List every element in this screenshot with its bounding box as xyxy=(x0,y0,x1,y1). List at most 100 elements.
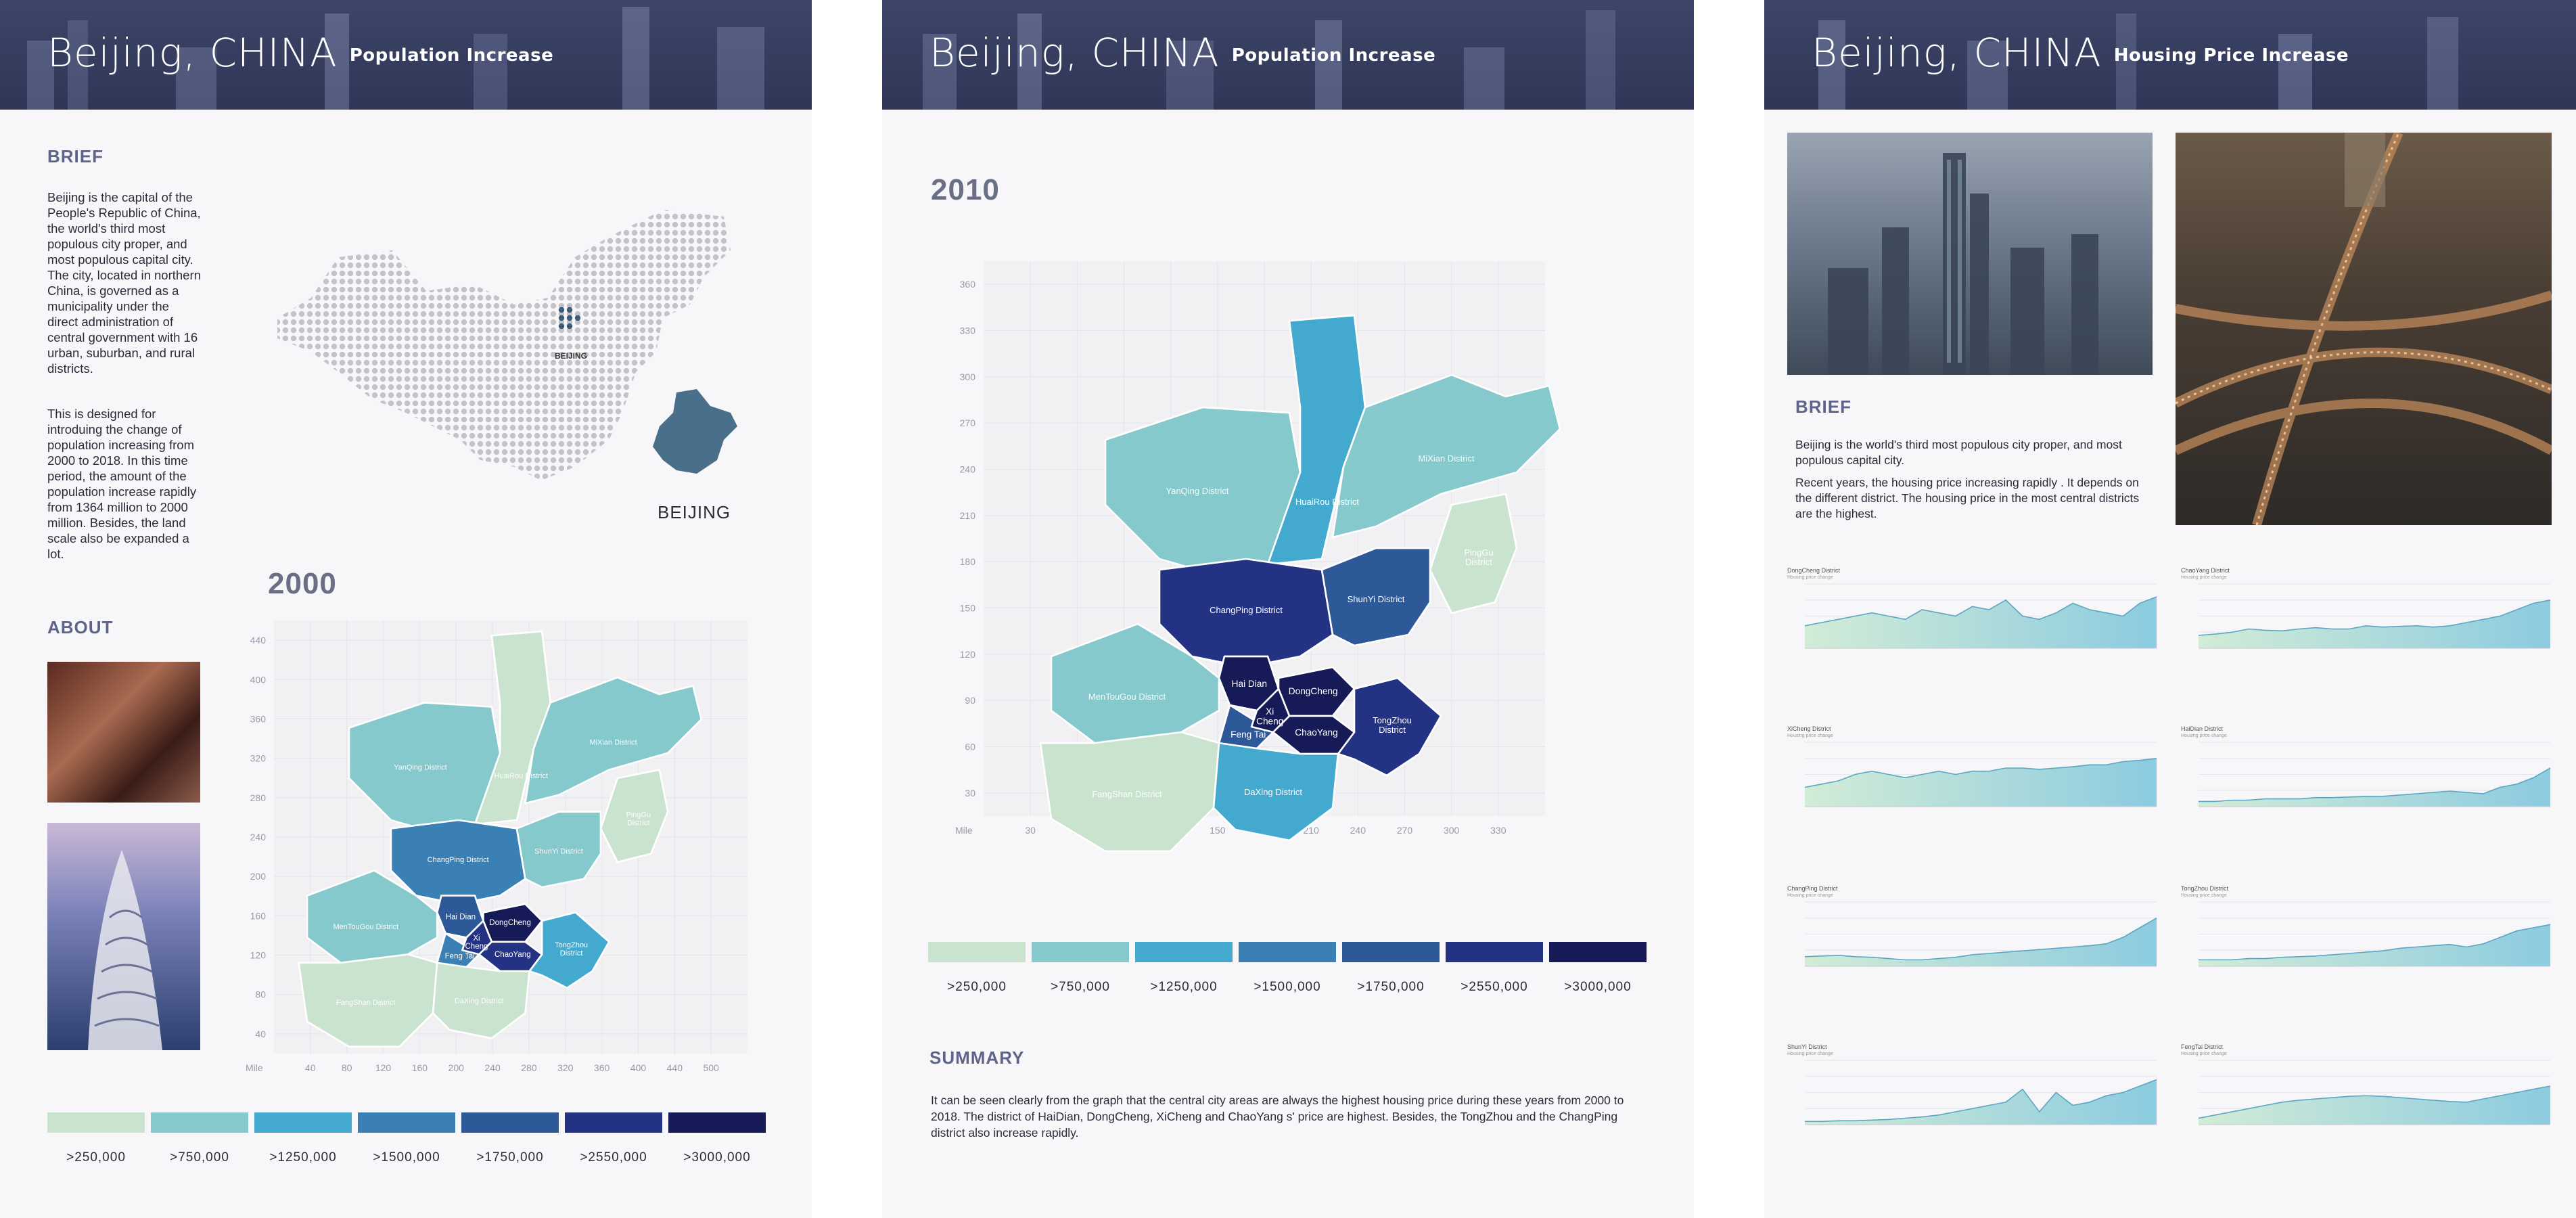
area-fill xyxy=(2199,768,2550,807)
year-label: 2010 xyxy=(931,173,1000,206)
district-changping xyxy=(1158,558,1334,669)
legend-label: >3000,000 xyxy=(683,1150,751,1165)
x-tick-label: 200 xyxy=(448,1062,465,1073)
area-line xyxy=(1804,758,2157,788)
x-tick-label: 330 xyxy=(1490,825,1506,836)
area-line xyxy=(2198,1085,2551,1119)
y-tick-label: 300 xyxy=(960,371,976,382)
price-chart: XiCheng District Housing price change xyxy=(1787,725,2158,824)
district-mixian xyxy=(524,676,703,805)
district-xicheng xyxy=(1250,687,1291,734)
title-text: Beijing, CHINA xyxy=(1812,30,2102,76)
subtitle-text: Population Increase xyxy=(1231,45,1436,66)
district-changping xyxy=(390,819,526,905)
beijing-silhouette xyxy=(653,389,737,474)
district-label-pinggu: PingGu District xyxy=(1464,547,1493,567)
area-line xyxy=(2198,600,2551,636)
price-chart: FengTai District Housing price change xyxy=(2181,1043,2552,1142)
summary-text: It can be seen clearly from the graph th… xyxy=(931,1093,1624,1140)
district-shunyi xyxy=(515,811,602,888)
districts xyxy=(298,630,703,1048)
brief-paragraph-1: Beijing is the world's third most populo… xyxy=(1795,438,2122,467)
legend-swatch xyxy=(1342,942,1440,962)
district-label-xicheng: Xi Cheng xyxy=(1256,706,1283,726)
y-tick-label: 360 xyxy=(250,713,267,724)
brief-heading: BRIEF xyxy=(1795,397,1852,417)
chart-title: ChangPing District xyxy=(1787,885,1838,892)
y-tick-label: 30 xyxy=(965,788,975,798)
legend-swatch xyxy=(1032,942,1129,962)
area-chart xyxy=(2198,1060,2551,1125)
district-map-2000: 40 80 120 160 200 240 280 320 360 400 440 500 440 400… xyxy=(246,621,748,1073)
x-unit-label: Mile xyxy=(246,1062,263,1073)
chart-title: FengTai District xyxy=(2181,1043,2224,1050)
legend-label: >1250,000 xyxy=(269,1150,337,1165)
x-tick-label: 270 xyxy=(1397,825,1413,836)
district-label-mixian: MiXian District xyxy=(1418,453,1474,464)
y-tick-label: 360 xyxy=(960,279,976,290)
y-tick-label: 240 xyxy=(250,832,267,842)
traffic-drawing xyxy=(2176,133,2552,525)
district-label-daxing: DaXing District xyxy=(1244,787,1302,797)
area-fill xyxy=(2199,924,2550,966)
y-tick-label: 40 xyxy=(255,1029,266,1039)
header-banner: Beijing, CHINA Population Increase xyxy=(882,0,1694,110)
district-label-huairou: HuaiRou District xyxy=(1295,497,1359,507)
x-tick-label: 440 xyxy=(667,1062,683,1073)
district-label-chaoyang: ChaoYang xyxy=(495,951,531,959)
legend-swatch xyxy=(47,1112,145,1133)
area-fill xyxy=(2199,1086,2550,1125)
area-line xyxy=(2199,767,2551,803)
district-label-pinggu: PingGu District xyxy=(626,811,651,828)
district-huairou xyxy=(474,630,551,826)
chart-title: ChaoYang District xyxy=(2181,567,2230,574)
chart-title: DongCheng District xyxy=(1787,567,1841,574)
y-tick-label: 90 xyxy=(965,695,975,706)
china-dot-map: BEIJING xyxy=(277,210,731,480)
y-tick-label: 200 xyxy=(250,871,267,882)
price-chart: TongZhou District Housing price change xyxy=(2181,885,2552,983)
legend-swatch xyxy=(565,1112,662,1133)
x-tick-label: 500 xyxy=(703,1062,719,1073)
y-tick-label: 280 xyxy=(250,792,267,803)
legend-label: >750,000 xyxy=(170,1150,229,1165)
district-label-tongzhou: TongZhou District xyxy=(555,941,588,957)
area-chart xyxy=(2199,742,2551,807)
beijing-dots xyxy=(558,307,581,330)
district-label-chaoyang: ChaoYang xyxy=(1295,727,1337,738)
area-line xyxy=(1804,918,2157,961)
price-chart: ChaoYang District Housing price change xyxy=(2181,567,2552,665)
district-label-fengtai: Feng Tai xyxy=(445,953,475,961)
district-mentougou xyxy=(306,870,438,964)
crowd-photo xyxy=(47,662,200,803)
district-label-yanqing: YanQing District xyxy=(394,764,447,772)
legend-swatch xyxy=(1135,942,1233,962)
header-banner: Beijing, CHINA Housing Price Increase xyxy=(1764,0,2576,110)
y-tick-label: 400 xyxy=(250,674,267,685)
legend-label: >250,000 xyxy=(947,980,1007,994)
chart-subtitle: Housing price change xyxy=(2181,575,2227,580)
chart-title: XiCheng District xyxy=(1787,725,1831,732)
year-label: 2000 xyxy=(268,567,337,600)
district-mentougou xyxy=(1050,623,1220,744)
about-heading: ABOUT xyxy=(47,617,114,637)
area-chart xyxy=(1804,583,2157,649)
subtitle-text: Population Increase xyxy=(349,45,554,66)
area-chart xyxy=(1805,1060,2157,1125)
header-banner: Beijing, CHINA Population Increase xyxy=(0,0,812,110)
x-tick-label: 30 xyxy=(1025,825,1036,836)
title-text: Beijing, CHINA xyxy=(929,30,1220,76)
legend-swatch xyxy=(358,1112,455,1133)
chart-subtitle: Housing price change xyxy=(1787,734,1833,738)
district-daxing xyxy=(432,962,530,1039)
area-line xyxy=(2199,924,2551,961)
skyline-image xyxy=(923,10,1615,110)
area-line xyxy=(1805,1079,2157,1123)
x-tick-label: 360 xyxy=(594,1062,610,1073)
x-tick-label: 120 xyxy=(375,1062,392,1073)
building-photo xyxy=(47,823,200,1050)
district-label-changping: ChangPing District xyxy=(1210,605,1283,615)
x-tick-label: 320 xyxy=(557,1062,574,1073)
y-tick-label: 320 xyxy=(250,753,267,764)
x-tick-label: 240 xyxy=(1350,825,1366,836)
